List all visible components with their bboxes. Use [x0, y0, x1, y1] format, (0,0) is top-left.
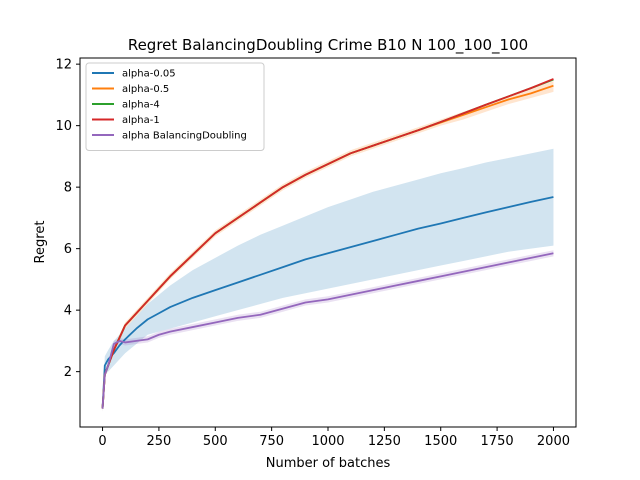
x-tick-label: 1500	[424, 434, 457, 449]
series-line-alpha-1	[101, 78, 554, 409]
legend-entry-alpha-0-05: alpha-0.05	[122, 69, 176, 80]
y-tick-label: 12	[55, 58, 72, 73]
x-tick-label: 250	[146, 434, 171, 449]
legend-entry-alpha-balancingdoubling: alpha BalancingDoubling	[122, 131, 247, 142]
y-axis-ticks: 2 4 6 8 10 12	[55, 58, 80, 380]
legend-box	[85, 62, 265, 151]
x-tick-label: 1250	[368, 434, 401, 449]
y-axis-label: Regret	[33, 221, 48, 264]
legend-entry-alpha-1: alpha-1	[122, 115, 160, 126]
x-tick-label: 0	[98, 434, 106, 449]
x-axis-ticks: 0 250 500 750 1000 1250 1500 1750 2000	[98, 427, 570, 449]
series-line-alpha-0-05	[101, 196, 554, 409]
y-tick-label: 8	[64, 181, 72, 196]
x-tick-label: 1000	[311, 434, 344, 449]
legend: alpha-0.05 alpha-0.5 alpha-4 alpha-1 alpha B…	[85, 62, 265, 151]
legend-entry-alpha-0-5: alpha-0.5	[122, 84, 169, 95]
series-line-alpha-balancingdoubling	[101, 252, 554, 409]
band-alpha-0-05	[102, 148, 554, 412]
x-tick-label: 2000	[537, 434, 570, 449]
x-axis-label: Number of batches	[266, 456, 391, 471]
y-tick-label: 10	[55, 119, 72, 134]
x-tick-label: 750	[259, 434, 284, 449]
y-tick-label: 2	[64, 365, 72, 380]
x-tick-label: 500	[203, 434, 228, 449]
y-tick-label: 6	[64, 242, 72, 257]
x-tick-label: 1750	[481, 434, 514, 449]
chart-title: Regret BalancingDoubling Crime B10 N 100…	[128, 36, 528, 55]
plot-area	[101, 78, 554, 412]
y-tick-label: 4	[64, 304, 72, 319]
legend-entry-alpha-4: alpha-4	[122, 100, 160, 111]
